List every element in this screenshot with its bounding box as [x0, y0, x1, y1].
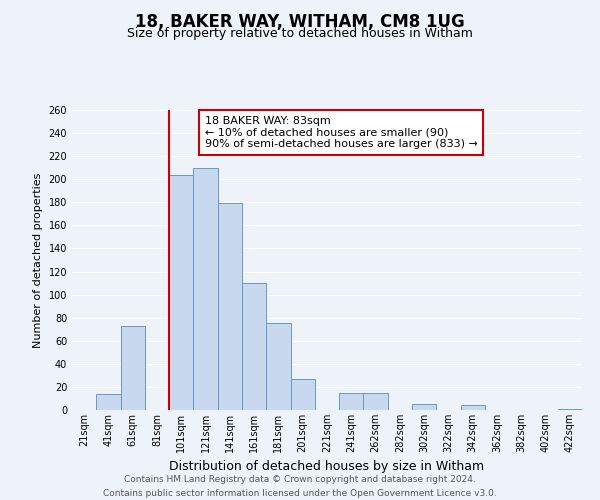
- Bar: [242, 283, 266, 410]
- Bar: [121, 326, 145, 410]
- Bar: [339, 392, 364, 410]
- Bar: [169, 174, 193, 410]
- Bar: [558, 409, 582, 410]
- Bar: [461, 406, 485, 410]
- Bar: [364, 392, 388, 410]
- Text: 18 BAKER WAY: 83sqm
← 10% of detached houses are smaller (90)
90% of semi-detach: 18 BAKER WAY: 83sqm ← 10% of detached ho…: [205, 116, 478, 149]
- Bar: [218, 204, 242, 410]
- Text: 18, BAKER WAY, WITHAM, CM8 1UG: 18, BAKER WAY, WITHAM, CM8 1UG: [135, 12, 465, 30]
- Bar: [96, 394, 121, 410]
- Bar: [266, 324, 290, 410]
- Text: Size of property relative to detached houses in Witham: Size of property relative to detached ho…: [127, 28, 473, 40]
- Bar: [290, 379, 315, 410]
- Y-axis label: Number of detached properties: Number of detached properties: [33, 172, 43, 348]
- Bar: [193, 168, 218, 410]
- X-axis label: Distribution of detached houses by size in Witham: Distribution of detached houses by size …: [169, 460, 485, 473]
- Text: Contains HM Land Registry data © Crown copyright and database right 2024.
Contai: Contains HM Land Registry data © Crown c…: [103, 476, 497, 498]
- Bar: [412, 404, 436, 410]
